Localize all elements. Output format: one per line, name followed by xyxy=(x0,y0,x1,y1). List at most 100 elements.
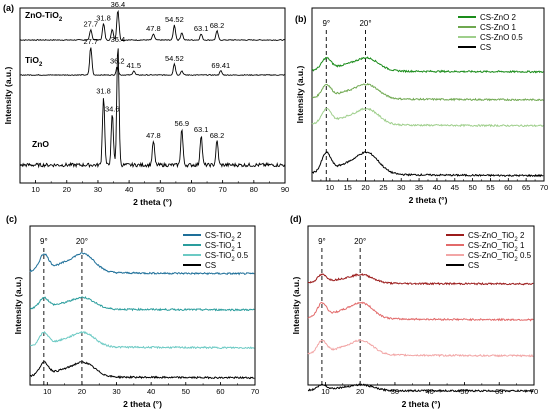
legend-entry: CS-ZnO 1 xyxy=(480,23,517,32)
x-tick-label: 20 xyxy=(361,183,369,192)
legend-entry: CS-ZnO 2 xyxy=(480,13,517,22)
x-tick-label: 45 xyxy=(451,183,459,192)
x-tick-label: 10 xyxy=(43,387,51,396)
legend-entry: CS-TiO2 1 xyxy=(205,241,242,253)
x-tick-label: 15 xyxy=(344,183,352,192)
plot-frame xyxy=(19,7,286,184)
panel-d: 10 20 30 40 50 60 70 2 theta (°) Intensity (a.u.… xyxy=(290,214,538,409)
legend-entry: CS xyxy=(480,43,491,52)
peak-label: 41.5 xyxy=(126,61,141,70)
legend-entry: CS-ZnO_TiO2 0.5 xyxy=(468,251,532,263)
x-tick-label: 50 xyxy=(468,183,476,192)
reference-label: 9° xyxy=(318,237,326,246)
x-tick-label: 50 xyxy=(182,387,190,396)
panel-label: (b) xyxy=(295,14,307,24)
x-tick-label: 65 xyxy=(522,183,530,192)
plot-frame xyxy=(307,225,535,386)
x-tick-label: 30 xyxy=(94,185,102,194)
peak-label: 56.9 xyxy=(175,119,190,128)
x-tick-label: 50 xyxy=(460,387,468,396)
peak-label: 69.41 xyxy=(211,61,230,70)
x-tick-label: 35 xyxy=(415,183,423,192)
x-axis-title: 2 theta (°) xyxy=(409,195,448,205)
peak-label: 54.52 xyxy=(165,54,184,63)
legend-entry: CS-ZnO_TiO2 1 xyxy=(468,241,525,253)
series-line xyxy=(311,107,544,128)
x-tick-label: 40 xyxy=(426,387,434,396)
series-line xyxy=(19,47,286,77)
reference-label: 20° xyxy=(76,237,88,246)
x-tick-label: 30 xyxy=(391,387,399,396)
panel-c: 10 20 30 40 50 60 70 2 theta (°) Intensity (a.u.… xyxy=(6,214,259,409)
x-tick-label: 60 xyxy=(495,387,503,396)
series-line xyxy=(311,56,544,74)
peak-label: 31.8 xyxy=(96,14,111,23)
reference-label: 20° xyxy=(359,19,371,28)
x-tick-label: 40 xyxy=(125,185,133,194)
panel-label: (d) xyxy=(290,214,302,224)
x-tick-label: 90 xyxy=(281,185,289,194)
x-tick-label: 30 xyxy=(397,183,405,192)
x-tick-label: 25 xyxy=(379,183,387,192)
peak-label: 36.4 xyxy=(111,35,126,44)
peak-label: 34.6 xyxy=(105,105,120,114)
series-line xyxy=(29,361,255,380)
x-tick-label: 70 xyxy=(218,185,226,194)
peak-label: 31.8 xyxy=(96,87,111,96)
series-line xyxy=(307,301,534,322)
x-tick-label: 40 xyxy=(433,183,441,192)
y-axis-title: Intensity (a.u.) xyxy=(13,277,23,335)
peak-label: 54.52 xyxy=(165,15,184,24)
x-tick-label: 60 xyxy=(504,183,512,192)
series-line xyxy=(29,295,255,312)
peak-label: 27.7 xyxy=(83,20,98,29)
y-axis-title: Intensity (a.u.) xyxy=(291,277,301,335)
series-line xyxy=(19,48,286,169)
x-axis-title: 2 theta (°) xyxy=(123,399,162,409)
series-line xyxy=(29,252,255,276)
y-axis-title: Intensity (a.u.) xyxy=(3,67,13,125)
series-line xyxy=(19,9,286,42)
legend-entry: CS-TiO2 0.5 xyxy=(205,251,249,263)
legend-entry: CS-ZnO_TiO2 2 xyxy=(468,231,525,243)
reference-label: 9° xyxy=(40,237,48,246)
peak-label: 27.7 xyxy=(83,37,98,46)
x-tick-label: 80 xyxy=(250,185,258,194)
panel-a: 10 20 30 40 50 60 70 80 90 2 theta (°) Intensity (… xyxy=(3,0,289,207)
sample-label: TiO2 xyxy=(25,55,43,68)
reference-label: 20° xyxy=(354,237,366,246)
series-line xyxy=(307,338,534,358)
peak-label: 63.1 xyxy=(194,125,209,134)
x-tick-label: 20 xyxy=(78,387,86,396)
series-line xyxy=(29,330,255,350)
series-line xyxy=(311,150,544,178)
legend-entry: CS xyxy=(205,261,216,270)
x-tick-label: 20 xyxy=(356,387,364,396)
x-tick-label: 20 xyxy=(63,185,71,194)
panel-label: (c) xyxy=(6,214,17,224)
x-tick-label: 10 xyxy=(321,387,329,396)
x-axis-title: 2 theta (°) xyxy=(402,399,441,409)
x-tick-label: 40 xyxy=(147,387,155,396)
x-tick-label: 60 xyxy=(216,387,224,396)
sample-label: ZnO xyxy=(32,139,49,149)
peak-label: 63.1 xyxy=(194,24,209,33)
peak-label: 47.8 xyxy=(146,131,161,140)
peak-label: 68.2 xyxy=(210,21,225,30)
legend-entry: CS-ZnO 0.5 xyxy=(480,33,523,42)
peak-label: 68.2 xyxy=(210,131,225,140)
x-tick-label: 60 xyxy=(187,185,195,194)
x-tick-label: 70 xyxy=(530,387,538,396)
panel-label: (a) xyxy=(3,3,14,13)
series-line xyxy=(307,273,534,286)
series-line xyxy=(307,383,534,393)
x-tick-label: 10 xyxy=(31,185,39,194)
sample-label: ZnO-TiO2 xyxy=(25,10,63,23)
series-line xyxy=(311,82,544,102)
x-tick-label: 70 xyxy=(540,183,548,192)
plot-frame xyxy=(29,225,256,386)
x-tick-label: 70 xyxy=(251,387,259,396)
x-tick-label: 50 xyxy=(156,185,164,194)
y-axis-title: Intensity (a.u.) xyxy=(295,66,305,124)
